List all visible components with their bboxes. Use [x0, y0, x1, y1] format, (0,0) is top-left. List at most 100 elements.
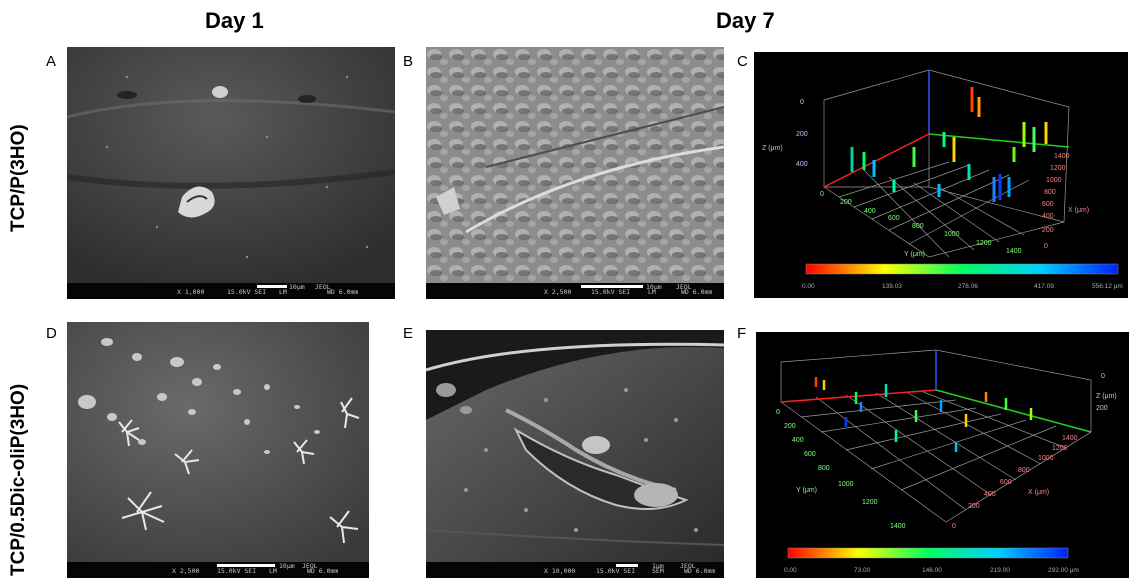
- sem-texture-d: [67, 322, 369, 562]
- scale-bar-e: [616, 564, 638, 567]
- voltage-d: 15.0kV SEI: [217, 567, 257, 575]
- colorbar-tick-f-1: 73.00: [854, 567, 871, 574]
- panel-label-e: E: [403, 325, 414, 342]
- x-tick-f-2: 1000: [1038, 455, 1054, 462]
- colorbar-tick-f-3: 219.00: [990, 567, 1010, 574]
- z-tick-c-0: 0: [800, 99, 804, 106]
- x-tick-f-6: 200: [968, 503, 980, 510]
- column-header-day7: Day 7: [716, 8, 775, 33]
- y-tick-c-3: 600: [888, 215, 900, 222]
- x-tick-c-1: 1200: [1050, 165, 1066, 172]
- y-tick-c-6: 1200: [976, 240, 992, 247]
- sem-texture-b: [426, 47, 724, 283]
- x-tick-f-0: 1400: [1062, 435, 1078, 442]
- detector-e: SEM: [652, 567, 664, 575]
- sem-texture-a: [67, 47, 395, 283]
- scale-bar-a: [257, 285, 287, 288]
- z-axis-label-c: Z (μm): [762, 145, 783, 152]
- confocal-3d-f: 0 200 Z (μm) 0 200 400 600 800 1000 1200…: [756, 332, 1129, 578]
- sem-image-e: X 10,000 15.0kV SEI 1μm SEM JEOL WD 6.0m…: [426, 330, 724, 578]
- x-tick-f-5: 400: [984, 491, 996, 498]
- colorbar-c: [805, 263, 1119, 275]
- colorbar-tick-f-4: 292.00 μm: [1048, 567, 1079, 574]
- x-tick-c-0: 1400: [1054, 153, 1070, 160]
- sem-info-bar-a: X 1,000 15.0kV SEI 10μm LM JEOL WD 6.0mm: [67, 283, 395, 299]
- brand-a: JEOL: [315, 283, 331, 291]
- voltage-b: 15.0kV SEI: [591, 288, 631, 296]
- sem-image-b: X 2,500 15.0kV SEI 10μm LM JEOL WD 6.0mm: [426, 47, 724, 299]
- x-tick-c-2: 1000: [1046, 177, 1062, 184]
- scale-label-e: 1μm: [652, 562, 664, 570]
- row-header-bottom: TCP/0.5Dic-oliP(3HO): [8, 383, 29, 576]
- y-tick-f-3: 600: [804, 451, 816, 458]
- x-tick-c-3: 800: [1044, 189, 1056, 196]
- magnification-b: X 2,500: [544, 288, 572, 296]
- detector-a: LM: [279, 288, 287, 296]
- y-tick-f-6: 1200: [862, 499, 878, 506]
- confocal-plot-f: 0 200 Z (μm) 0 200 400 600 800 1000 1200…: [776, 349, 1117, 574]
- y-axis-label-f: Y (μm): [796, 487, 817, 494]
- brand-d: JEOL: [302, 562, 318, 570]
- panel-label-c: C: [737, 53, 748, 70]
- y-tick-f-1: 200: [784, 423, 796, 430]
- sem-info-bar-d: X 2,500 15.0kV SEI 10μm LM JEOL WD 6.0mm: [67, 562, 369, 578]
- brand-b: JEOL: [676, 283, 692, 291]
- row-header-top: TCP/P(3HO): [8, 124, 29, 232]
- x-tick-f-3: 800: [1018, 467, 1030, 474]
- y-axis-line-f: [935, 389, 1092, 433]
- x-tick-f-1: 1200: [1052, 445, 1068, 452]
- working-distance-e: WD 6.0mm: [684, 567, 716, 575]
- column-header-day1: Day 1: [205, 8, 264, 33]
- colorbar-tick-c-0: 0.00: [802, 283, 815, 290]
- brand-e: JEOL: [680, 562, 696, 570]
- panel-label-f: F: [737, 325, 747, 342]
- z-axis-label-f: Z (μm): [1096, 393, 1117, 400]
- panel-label-b: B: [403, 53, 414, 70]
- x-axis-line-f: [780, 389, 937, 403]
- x-axis-label-c: X (μm): [1068, 207, 1089, 214]
- x-axis-line-c: [823, 133, 930, 188]
- z-tick-f-1: 200: [1096, 405, 1108, 412]
- scale-bar-b: [581, 285, 643, 288]
- y-tick-f-2: 400: [792, 437, 804, 444]
- y-tick-f-7: 1400: [890, 523, 906, 530]
- scale-label-b: 10μm: [646, 283, 662, 291]
- y-tick-c-7: 1400: [1006, 248, 1022, 255]
- colorbar-tick-c-2: 278.06: [958, 283, 978, 290]
- colorbar-tick-c-3: 417.09: [1034, 283, 1054, 290]
- x-tick-c-5: 400: [1042, 213, 1054, 220]
- working-distance-a: WD 6.0mm: [327, 288, 359, 296]
- colorbar-tick-f-0: 0.00: [784, 567, 797, 574]
- scale-bar-d: [217, 564, 275, 567]
- x-tick-c-4: 600: [1042, 201, 1054, 208]
- y-tick-c-0: 0: [820, 191, 824, 198]
- voltage-a: 15.0kV SEI: [227, 288, 267, 296]
- working-distance-b: WD 6.0mm: [681, 288, 713, 296]
- sem-image-d: X 2,500 15.0kV SEI 10μm LM JEOL WD 6.0mm: [67, 322, 369, 578]
- x-axis-label-f: X (μm): [1028, 489, 1049, 496]
- y-tick-c-4: 800: [912, 223, 924, 230]
- x-tick-f-4: 600: [1000, 479, 1012, 486]
- x-tick-c-7: 0: [1044, 243, 1048, 250]
- magnification-a: X 1,000: [177, 288, 205, 296]
- x-tick-f-7: 0: [952, 523, 956, 530]
- colorbar-tick-c-1: 139.03: [882, 283, 902, 290]
- sem-info-bar-b: X 2,500 15.0kV SEI 10μm LM JEOL WD 6.0mm: [426, 283, 724, 299]
- colorbar-tick-c-4: 556.12 μm: [1092, 283, 1123, 290]
- scale-label-a: 10μm: [289, 283, 305, 291]
- confocal-3d-c: 0 200 400 Z (μm) 0 200 400 600 800 1000 …: [754, 52, 1128, 298]
- y-tick-c-1: 200: [840, 199, 852, 206]
- voltage-e: 15.0kV SEI: [596, 567, 636, 575]
- magnification-d: X 2,500: [172, 567, 200, 575]
- confocal-plot-c: 0 200 400 Z (μm) 0 200 400 600 800 1000 …: [762, 69, 1123, 290]
- y-axis-label-c: Y (μm): [904, 251, 925, 258]
- y-tick-c-5: 1000: [944, 231, 960, 238]
- y-tick-f-0: 0: [776, 409, 780, 416]
- sem-image-a: X 1,000 15.0kV SEI 10μm LM JEOL WD 6.0mm: [67, 47, 395, 299]
- sem-texture-e: [426, 330, 724, 562]
- detector-d: LM: [269, 567, 277, 575]
- y-tick-f-5: 1000: [838, 481, 854, 488]
- panel-label-a: A: [46, 53, 57, 70]
- working-distance-d: WD 6.0mm: [307, 567, 339, 575]
- y-axis-line-c: [928, 133, 1070, 148]
